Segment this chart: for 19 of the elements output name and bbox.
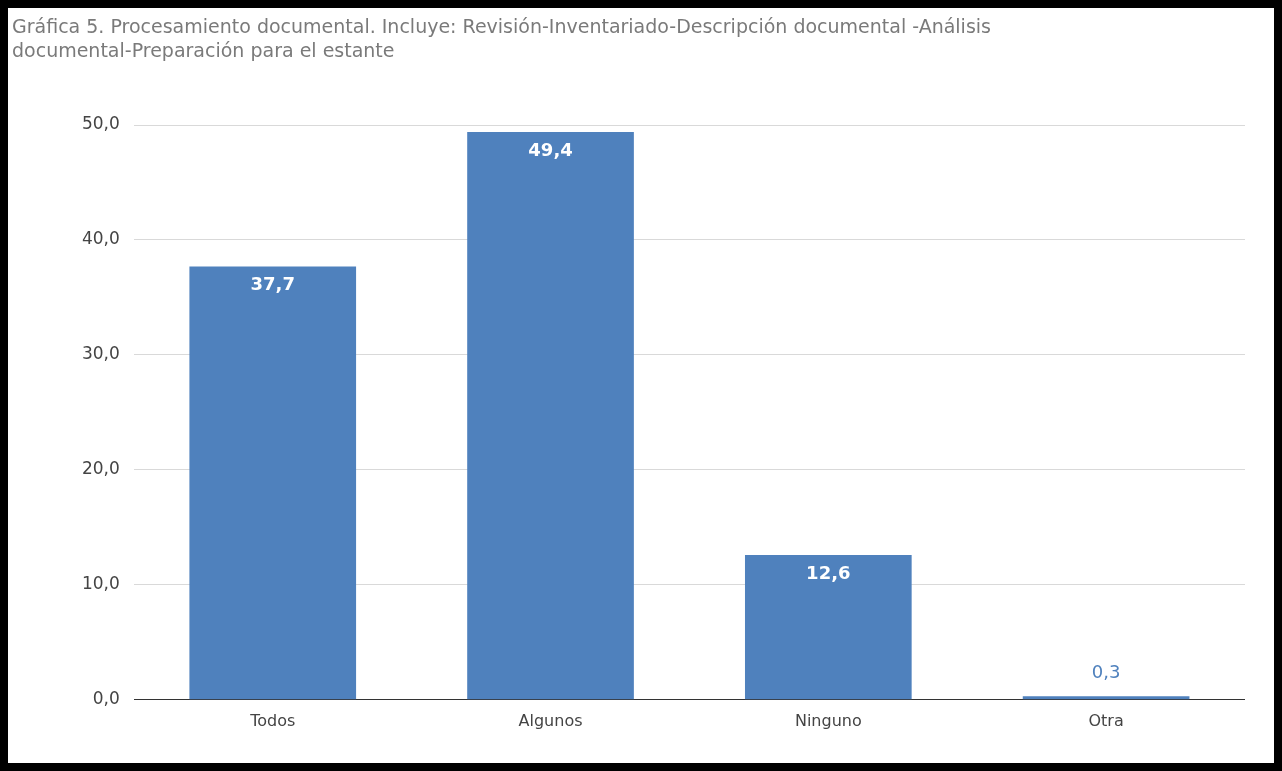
y-tick-label: 10,0: [81, 573, 120, 594]
data-label: 12,6: [806, 561, 851, 583]
x-tick-label: Todos: [249, 710, 296, 730]
bar: [1022, 696, 1190, 700]
data-label: 49,4: [528, 138, 573, 160]
bar: [467, 131, 634, 700]
y-tick-label: 50,0: [81, 113, 120, 134]
x-tick-label: Algunos: [518, 710, 583, 730]
y-tick-label: 20,0: [81, 458, 120, 479]
data-label: 37,7: [250, 273, 295, 295]
chart-title: Gráfica 5. Procesamiento documental. Incluye: Revisión-Inventariado-Descripción documental -Análisis documental-Preparación para el estante: [12, 14, 992, 62]
x-tick-label: Otra: [1088, 710, 1124, 730]
bar: [744, 554, 912, 700]
y-tick-label: 30,0: [81, 343, 120, 364]
data-label: 0,3: [1091, 661, 1121, 683]
y-tick-label: 0,0: [92, 688, 120, 709]
x-tick-label: Ninguno: [794, 710, 862, 730]
y-tick-label: 40,0: [81, 228, 120, 249]
bar: [189, 266, 357, 700]
